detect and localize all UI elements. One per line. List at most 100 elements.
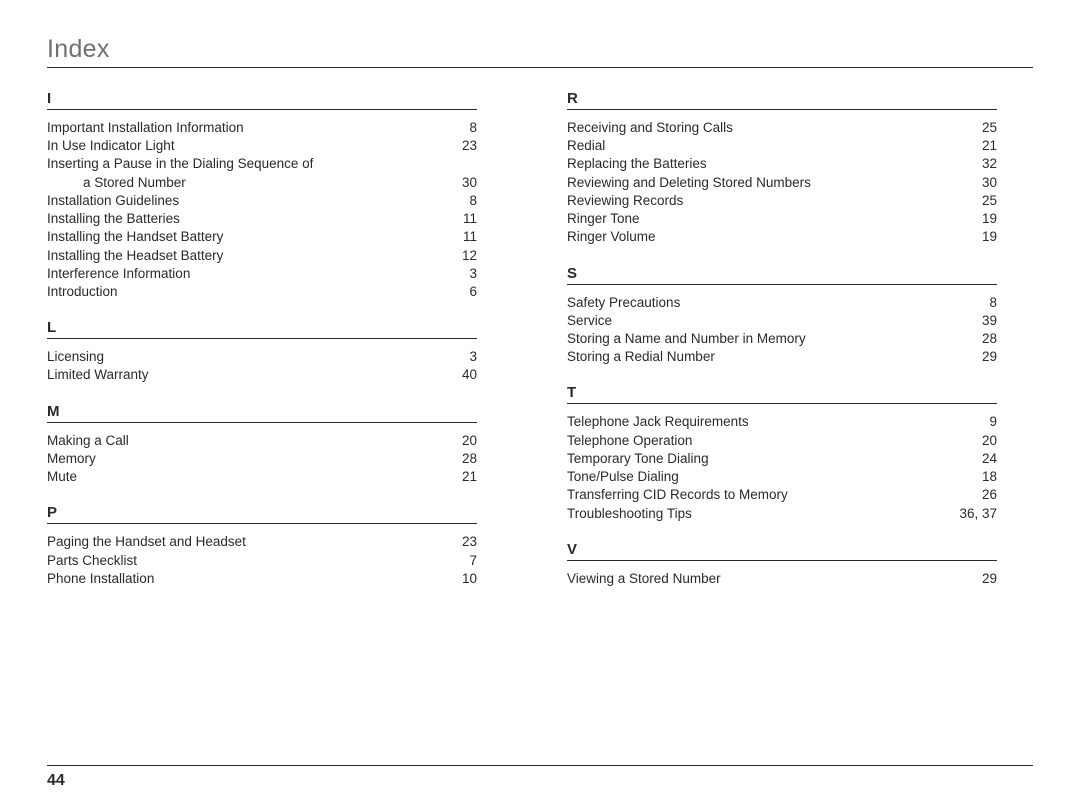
index-entry: Storing a Name and Number in Memory 28 [567, 330, 997, 348]
entry-page: 11 [437, 228, 477, 246]
index-entry: Introduction 6 [47, 283, 477, 301]
entry-label: Storing a Name and Number in Memory [567, 330, 806, 348]
entry-page: 23 [437, 137, 477, 155]
entry-page: 11 [437, 210, 477, 228]
section-letter: M [47, 403, 477, 420]
entry-label: Viewing a Stored Number [567, 570, 721, 588]
page-number: 44 [47, 772, 1033, 790]
entry-page: 8 [437, 119, 477, 137]
index-entry: Phone Installation10 [47, 570, 477, 588]
index-entry: Paging the Handset and Headset23 [47, 533, 477, 551]
index-entry: Transferring CID Records to Memory 26 [567, 486, 997, 504]
section-letter: R [567, 90, 997, 107]
index-entry: Reviewing Records25 [567, 192, 997, 210]
index-entry: Safety Precautions8 [567, 294, 997, 312]
section-rule [567, 284, 997, 285]
entry-label: Memory [47, 450, 96, 468]
entry-page: 28 [957, 330, 997, 348]
index-entry: Telephone Operation20 [567, 432, 997, 450]
entry-page: 19 [957, 228, 997, 246]
index-entry: Troubleshooting Tips36, 37 [567, 505, 997, 523]
entry-page: 40 [437, 366, 477, 384]
right-column: RReceiving and Storing Calls25Redial21Re… [567, 90, 997, 765]
entry-label: Inserting a Pause in the Dialing Sequenc… [47, 155, 313, 173]
index-entry: Tone/Pulse Dialing 18 [567, 468, 997, 486]
entry-page [437, 155, 477, 173]
section-rule [47, 338, 477, 339]
index-section: RReceiving and Storing Calls25Redial21Re… [567, 90, 997, 247]
entry-label: Introduction [47, 283, 118, 301]
index-section: L Licensing 3 Limited Warranty 40 [47, 319, 477, 384]
index-section: PPaging the Handset and Headset23Parts C… [47, 504, 477, 588]
entry-page: 7 [437, 552, 477, 570]
entry-label: Service [567, 312, 612, 330]
index-section: V Viewing a Stored Number 29 [567, 541, 997, 588]
section-letter: I [47, 90, 477, 107]
entry-page: 28 [437, 450, 477, 468]
index-entry: Viewing a Stored Number 29 [567, 570, 997, 588]
index-entry: Service 39 [567, 312, 997, 330]
entry-page: 21 [957, 137, 997, 155]
index-entry: Mute21 [47, 468, 477, 486]
section-rule [47, 422, 477, 423]
index-entry: Memory 28 [47, 450, 477, 468]
entry-label: Making a Call [47, 432, 129, 450]
index-entry: Important Installation Information 8 [47, 119, 477, 137]
entry-page: 36, 37 [957, 505, 997, 523]
entry-page: 25 [957, 192, 997, 210]
entry-label: Interference Information [47, 265, 190, 283]
footer-rule [47, 765, 1033, 766]
index-entry: In Use Indicator Light 23 [47, 137, 477, 155]
entry-page: 39 [957, 312, 997, 330]
entry-page: 20 [957, 432, 997, 450]
entry-label: Installing the Handset Battery [47, 228, 223, 246]
entry-label: Reviewing and Deleting Stored Numbers [567, 174, 811, 192]
page-title: Index [47, 35, 1033, 64]
section-letter: S [567, 265, 997, 282]
entry-label: Receiving and Storing Calls [567, 119, 733, 137]
index-section: M Making a Call20Memory 28Mute21 [47, 403, 477, 487]
section-rule [567, 403, 997, 404]
entry-page: 3 [437, 265, 477, 283]
entry-label: Transferring CID Records to Memory [567, 486, 788, 504]
index-entry: Installing the Batteries11 [47, 210, 477, 228]
section-letter: V [567, 541, 997, 558]
section-letter: L [47, 319, 477, 336]
index-entry: Redial21 [567, 137, 997, 155]
entry-page: 32 [957, 155, 997, 173]
index-entry: Receiving and Storing Calls25 [567, 119, 997, 137]
entry-page: 23 [437, 533, 477, 551]
entry-page: 6 [437, 283, 477, 301]
entry-page: 24 [957, 450, 997, 468]
index-columns: IImportant Installation Information8In U… [47, 90, 1033, 765]
entry-label: Mute [47, 468, 77, 486]
entry-label: In Use Indicator Light [47, 137, 175, 155]
index-entry: Inserting a Pause in the Dialing Sequenc… [47, 155, 477, 173]
section-rule [47, 109, 477, 110]
index-entry: Making a Call20 [47, 432, 477, 450]
entry-label: Ringer Volume [567, 228, 656, 246]
entry-page: 10 [437, 570, 477, 588]
index-entry: Parts Checklist 7 [47, 552, 477, 570]
index-section: IImportant Installation Information8In U… [47, 90, 477, 301]
index-entry: Licensing 3 [47, 348, 477, 366]
index-entry: Installing the Headset Battery12 [47, 247, 477, 265]
entry-label: Licensing [47, 348, 104, 366]
entry-label: Parts Checklist [47, 552, 137, 570]
entry-page: 29 [957, 348, 997, 366]
entry-page: 18 [957, 468, 997, 486]
section-letter: T [567, 384, 997, 401]
index-entry: Replacing the Batteries32 [567, 155, 997, 173]
entry-label: Important Installation Information [47, 119, 244, 137]
entry-label: Tone/Pulse Dialing [567, 468, 679, 486]
entry-label: Limited Warranty [47, 366, 149, 384]
section-rule [567, 560, 997, 561]
entry-page: 30 [437, 174, 477, 192]
entry-page: 29 [957, 570, 997, 588]
index-entry: Interference Information 3 [47, 265, 477, 283]
entry-label: Installation Guidelines [47, 192, 179, 210]
entry-label: Installing the Headset Battery [47, 247, 223, 265]
entry-page: 26 [957, 486, 997, 504]
entry-page: 3 [437, 348, 477, 366]
index-entry: Temporary Tone Dialing24 [567, 450, 997, 468]
